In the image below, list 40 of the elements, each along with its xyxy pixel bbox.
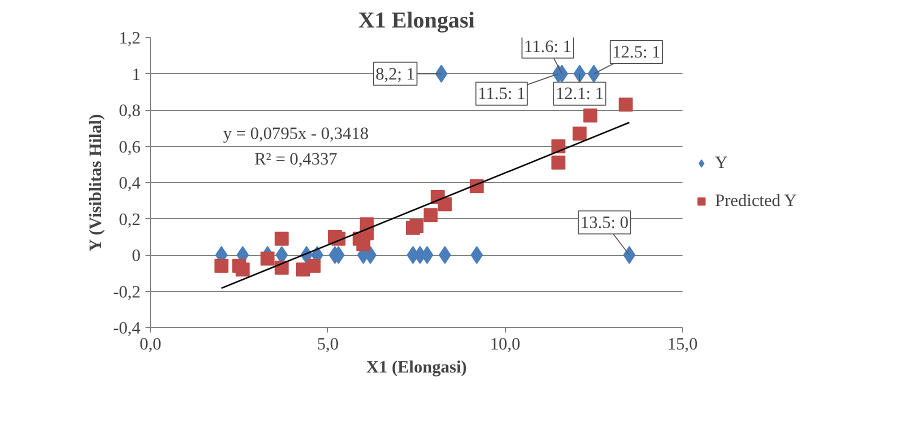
x-tick-label: 15,0: [667, 334, 698, 354]
x-tick-label: 5,0: [317, 334, 339, 354]
point: [583, 108, 598, 122]
legend-label: Y: [715, 153, 729, 173]
point: [306, 258, 321, 273]
y-tick-label: 0,4: [118, 174, 141, 192]
y-tick-label: 0,6: [118, 137, 141, 156]
point: [572, 126, 587, 141]
annotation: 8,2; 1: [375, 64, 415, 84]
annotation: R² = 0,4337: [254, 149, 338, 168]
legend-label: Predicted Y: [715, 191, 797, 211]
y-tick-label: 1,2: [118, 28, 141, 48]
annotation: 12.5: 1: [612, 42, 660, 62]
x-axis-title: X1 (Elongasi): [366, 358, 468, 376]
point: [274, 232, 289, 246]
y-axis-title: Y (Visiblitas Hilal): [86, 114, 106, 252]
annotation: 12.1: 1: [556, 84, 604, 104]
point: [438, 246, 452, 264]
y-tick-label: -0,4: [113, 318, 141, 338]
annotation: 11.6: 1: [524, 37, 572, 56]
y-tick-label: -0,2: [113, 282, 141, 302]
point: [618, 98, 633, 112]
point: [260, 252, 275, 266]
point: [438, 197, 452, 212]
point: [236, 262, 250, 276]
point: [410, 219, 424, 233]
annotation: 11.5: 1: [478, 84, 526, 104]
x-tick-label: 0,0: [140, 334, 162, 354]
x-tick-label: 10,0: [490, 334, 520, 354]
y-tick-label: 0,8: [118, 101, 141, 120]
y-tick-label: 1: [132, 64, 141, 84]
point: [573, 64, 586, 83]
point: [214, 258, 228, 273]
annotation: y = 0,0795x - 0,3418: [223, 124, 369, 144]
chart-title: X1 Elongasi: [358, 8, 475, 32]
annotation: 13.5: 0: [580, 212, 629, 232]
point: [551, 156, 566, 170]
point: [424, 208, 438, 222]
y-tick-label: 0,2: [118, 210, 141, 229]
y-tick-label: 0: [132, 246, 141, 265]
